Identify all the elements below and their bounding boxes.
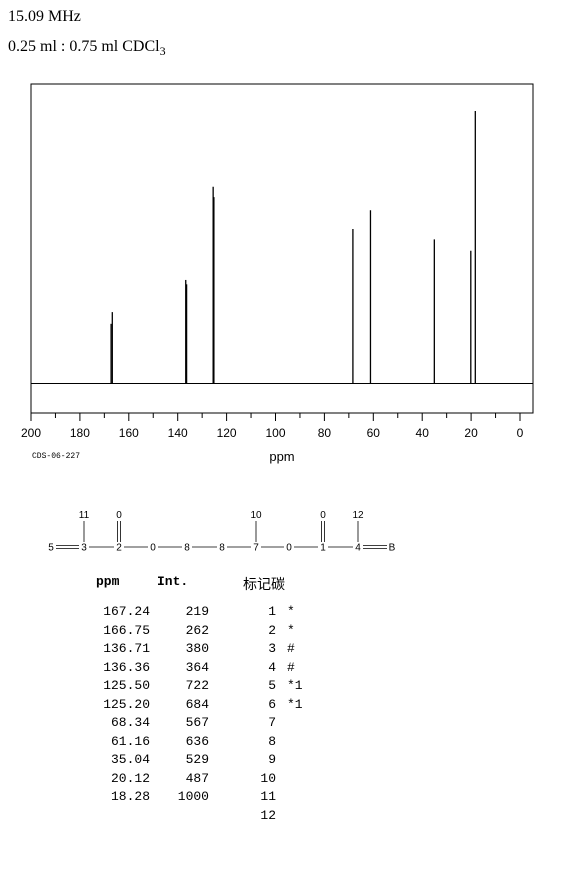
ppm-value: 125.50 <box>103 678 150 693</box>
carbon-number: 3 <box>268 641 276 656</box>
ppm-value: 18.28 <box>110 789 150 804</box>
branch-label: 0 <box>116 510 122 521</box>
equivalence-mark: * <box>287 604 295 619</box>
nmr-spectrum-chart: 200 180 160 140 120 100 80 60 40 20 0 ppm <box>21 83 534 464</box>
x-axis-ticks <box>30 413 521 421</box>
atom-label: 0 <box>286 543 292 554</box>
branch-label: 12 <box>352 510 364 521</box>
intensity-value: 219 <box>185 604 209 619</box>
atom-label: 7 <box>253 543 259 554</box>
ppm-value: 35.04 <box>110 752 150 767</box>
ppm-value: 125.20 <box>103 696 150 712</box>
equivalence-mark: * <box>287 622 295 638</box>
spectrum-code: CDS-06-227 <box>32 452 81 461</box>
spectrometer-frequency: 15.09 MHz <box>8 8 81 25</box>
carbon-number: 2 <box>268 622 276 638</box>
solvent-subscript: 3 <box>159 44 166 58</box>
carbon-number: 6 <box>268 696 276 712</box>
carbon-number: 7 <box>268 715 276 730</box>
intensity-value: 262 <box>185 622 209 638</box>
intensity-value: 684 <box>185 696 209 712</box>
equivalence-mark: # <box>287 641 295 656</box>
x-axis-tick-labels: 200 180 160 140 120 100 80 60 40 20 0 <box>21 426 524 440</box>
atom-label: 4 <box>355 543 361 554</box>
ppm-value: 61.16 <box>110 733 150 749</box>
equivalence-mark: *1 <box>287 696 303 712</box>
header-int: Int. <box>157 574 189 589</box>
intensity-value: 722 <box>185 678 209 693</box>
ppm-value: 136.36 <box>103 659 150 675</box>
intensity-value: 364 <box>185 659 209 675</box>
atom-label: 0 <box>150 543 156 554</box>
intensity-value: 380 <box>185 641 209 656</box>
equivalence-mark: # <box>287 659 295 675</box>
solvent-info: 0.25 ml : 0.75 ml CDCl3 <box>8 38 166 59</box>
intensity-value: 529 <box>185 752 209 767</box>
x-tick-label: 20 <box>464 426 478 440</box>
x-tick-label: 60 <box>367 426 381 440</box>
branch-label: 0 <box>320 510 326 521</box>
x-tick-label: 180 <box>70 426 90 440</box>
carbon-number: 9 <box>268 752 276 767</box>
carbon-number: 4 <box>268 659 276 675</box>
ppm-value: 136.71 <box>103 641 150 656</box>
branch-label: 10 <box>250 510 262 521</box>
x-tick-label: 200 <box>21 426 41 440</box>
x-tick-label: 40 <box>416 426 430 440</box>
atom-label: 3 <box>81 543 87 554</box>
equivalence-mark: *1 <box>287 678 303 693</box>
carbon-number: 10 <box>260 770 276 786</box>
carbon-number: 11 <box>260 789 276 804</box>
intensity-value: 636 <box>185 733 209 749</box>
ppm-value: 20.12 <box>110 770 150 786</box>
atom-label: 5 <box>48 543 54 554</box>
branch-label: 11 <box>79 510 90 521</box>
x-axis-label: ppm <box>269 449 294 464</box>
header-ppm: ppm <box>96 574 120 589</box>
x-tick-label: 0 <box>517 426 524 440</box>
spectrum-peaks <box>110 111 476 384</box>
ppm-value: 167.24 <box>103 604 150 619</box>
x-tick-label: 100 <box>265 426 285 440</box>
x-tick-label: 160 <box>119 426 139 440</box>
atom-label: 8 <box>219 543 225 554</box>
peak-table: ppm Int. 标记碳 167.24 219 1 * 166.75 262 2 * 136.7… <box>0 570 570 830</box>
molecular-structure: 5 3 2 0 8 8 7 0 1 4 B 11 0 10 0 12 <box>48 510 396 554</box>
carbon-number: 1 <box>268 604 276 619</box>
atom-label: 2 <box>116 543 122 554</box>
atom-label: B <box>389 543 396 554</box>
plot-frame <box>30 83 534 414</box>
intensity-value: 487 <box>185 770 209 786</box>
atom-label: 8 <box>184 543 190 554</box>
carbon-number: 12 <box>260 807 276 823</box>
header-carbon: 标记碳 <box>243 576 285 592</box>
intensity-value: 567 <box>185 715 209 730</box>
atom-label: 1 <box>320 543 326 554</box>
ppm-value: 68.34 <box>110 715 150 730</box>
carbon-number: 8 <box>268 733 276 749</box>
intensity-value: 1000 <box>177 789 209 804</box>
solvent-prefix: 0.25 ml : 0.75 ml CDCl <box>8 38 160 55</box>
x-tick-label: 80 <box>318 426 332 440</box>
carbon-number: 5 <box>268 678 276 693</box>
x-tick-label: 120 <box>217 426 237 440</box>
x-tick-label: 140 <box>168 426 188 440</box>
ppm-value: 166.75 <box>103 622 150 638</box>
